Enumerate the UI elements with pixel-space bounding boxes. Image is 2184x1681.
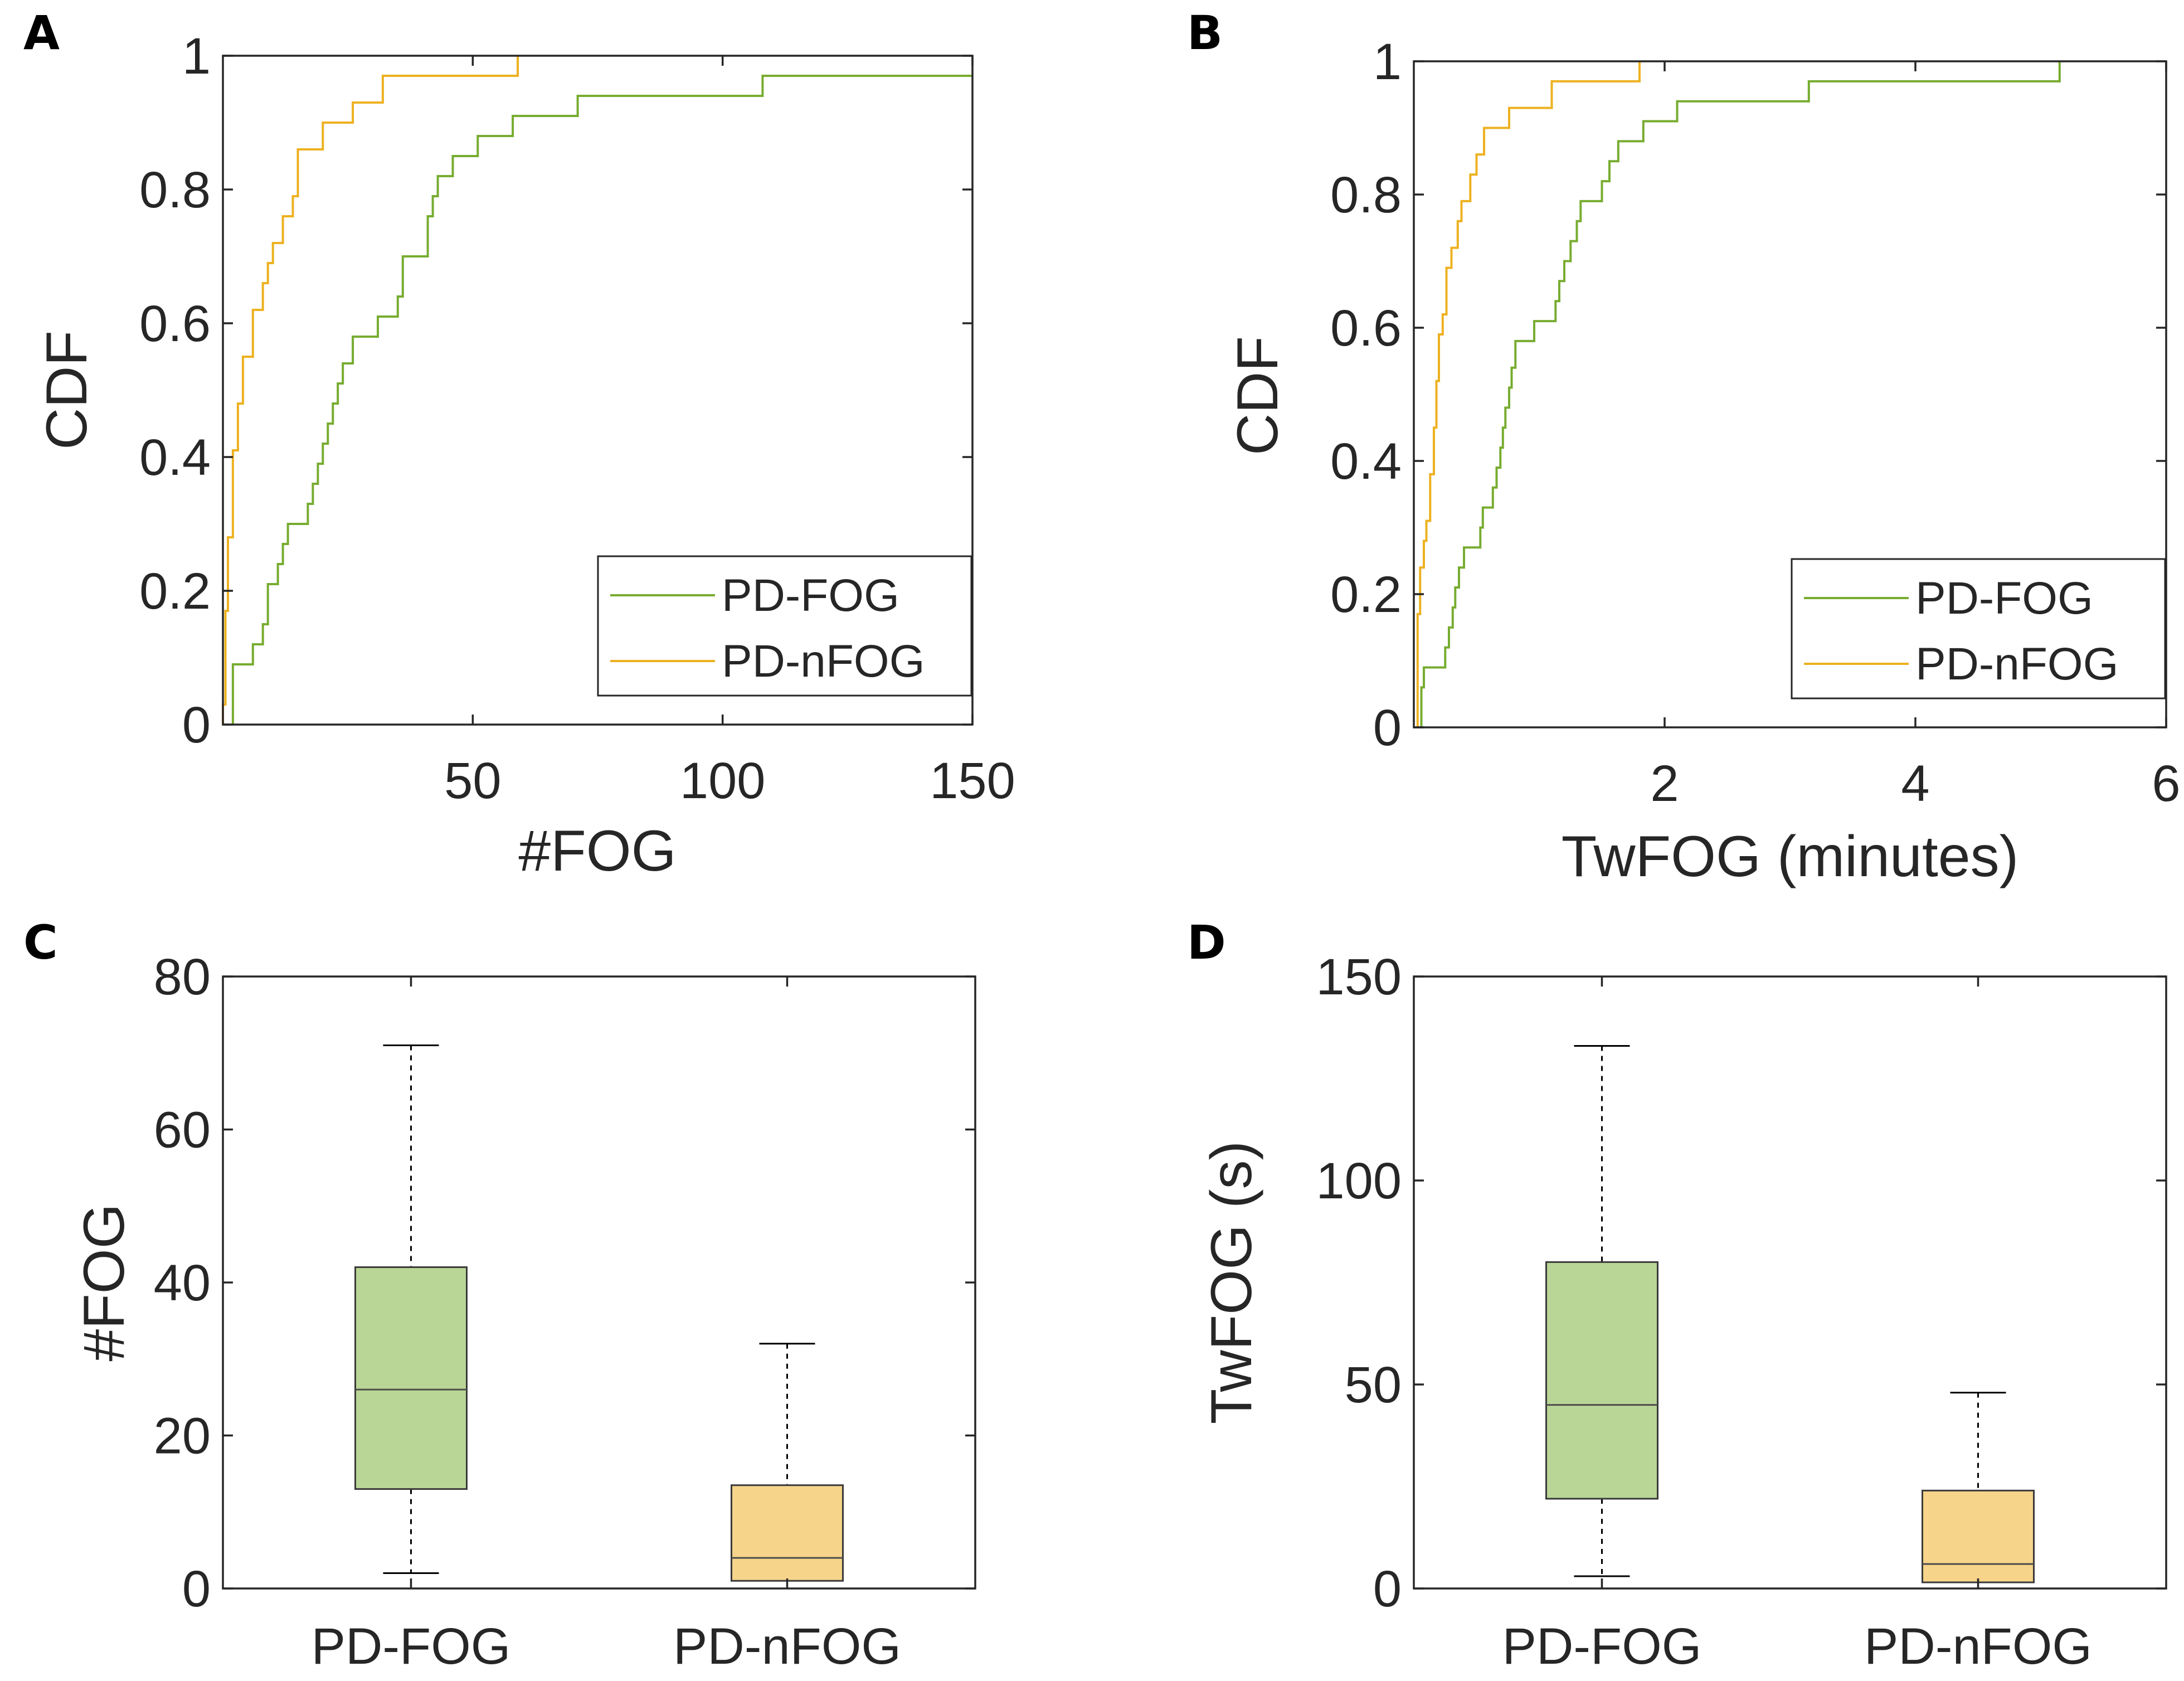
panel-c-ytick-label: 20 [154, 1408, 211, 1465]
panel-b-xtick-label: 6 [2152, 755, 2180, 812]
panel-d-ytick-label: 50 [1345, 1357, 1402, 1413]
panel-a-xtick-label: 50 [444, 752, 501, 809]
panel-c-ytick-label: 40 [154, 1255, 211, 1311]
panel-b-legend-box [1791, 558, 2166, 699]
panel-b-ytick-label: 0.6 [1330, 300, 1402, 357]
panel-d-axes-frame [1413, 975, 2167, 1590]
panel-b-ytick-label: 0.8 [1330, 167, 1402, 224]
panel-c-boxplot-fog-count: C PD-FOG PD-nFOG 0 20 40 60 80 #FOG [23, 915, 976, 1675]
panel-d-box-pd-fog-iqr-box [1545, 1261, 1658, 1500]
panel-b-ytick-label: 0.4 [1330, 433, 1402, 490]
panel-a-legend: PD-FOG PD-nFOG [597, 555, 972, 697]
panel-a-ytick-label: 1 [182, 28, 211, 85]
panel-d-boxplot-fog-time: D PD-FOG PD-nFOG 0 50 100 150 TwFOG (s) [1187, 915, 2167, 1675]
panel-b-legend-entry: PD-FOG [1915, 573, 2093, 624]
panel-c-axes-frame [222, 975, 976, 1590]
panel-a-ytick-label: 0.4 [139, 429, 211, 486]
panel-b-ytick-label: 0 [1373, 699, 1402, 756]
panel-d-ytick-label: 100 [1316, 1153, 1402, 1209]
panel-a-y-axis-title: CDF [35, 331, 99, 450]
panel-b-cdf-fog-time: B 2 4 6 TwFOG (minutes) 0 0.2 0.4 0.6 0.8 1 CDF PD-F… [1187, 6, 2181, 889]
panel-b-ytick-label: 1 [1373, 33, 1402, 90]
panel-c-box-pd-fog [354, 1044, 468, 1575]
panel-b-xtick-label: 2 [1650, 755, 1679, 812]
panel-a-legend-entry: PD-FOG [722, 570, 899, 621]
panel-a-ytick-label: 0.6 [139, 295, 211, 352]
panel-a-legend-box [597, 555, 972, 697]
panel-d-box-pd-nfog-iqr-box [1922, 1489, 2035, 1583]
panel-d-category-label: PD-nFOG [1864, 1618, 2092, 1675]
panel-b-axes-frame [1413, 60, 2167, 728]
panel-d-panel-letter: D [1187, 915, 1226, 970]
panel-d-y-axis-title: TwFOG (s) [1199, 1141, 1264, 1424]
panel-d-box-pd-nfog [1922, 1392, 2035, 1590]
panel-a-axes-frame [222, 55, 974, 726]
panel-c-panel-letter: C [23, 915, 58, 970]
panel-d-ytick-label: 0 [1373, 1561, 1402, 1617]
panel-a-xtick-label: 100 [680, 752, 766, 809]
panel-b-y-axis-title: CDF [1225, 336, 1290, 455]
panel-c-category-label: PD-FOG [312, 1618, 511, 1675]
panel-a-cdf-fog-count: A 50 100 150 #FOG 0 0.2 0.4 0.6 0.8 1 CDF PD-FOG PD-n… [23, 6, 1015, 883]
panel-c-box-pd-nfog [731, 1343, 844, 1590]
panel-d-box-pd-fog [1545, 1044, 1658, 1577]
panel-b-legend-entry: PD-nFOG [1915, 639, 2118, 689]
panel-d-ytick-label: 150 [1316, 949, 1402, 1005]
panel-a-series-pd-fog-line [231, 75, 972, 725]
panel-a-series-pd-nfog-line [222, 56, 519, 725]
panel-b-panel-letter: B [1187, 6, 1223, 60]
panel-a-x-axis-title: #FOG [518, 819, 676, 883]
panel-c-box-pd-nfog-iqr-box [731, 1484, 844, 1582]
panel-b-xtick-label: 4 [1901, 755, 1929, 812]
panel-a-panel-letter: A [23, 6, 60, 60]
panel-b-series-pd-nfog-line [1416, 61, 1641, 727]
panel-a-ytick-label: 0.8 [139, 162, 211, 218]
panel-a-xtick-label: 150 [930, 752, 1015, 809]
panel-c-box-pd-fog-iqr-box [354, 1266, 468, 1490]
panel-a-ytick-label: 0.2 [139, 563, 211, 620]
panel-c-ytick-label: 80 [154, 949, 211, 1005]
panel-b-x-axis-title: TwFOG (minutes) [1562, 824, 2019, 889]
panel-b-legend: PD-FOG PD-nFOG [1791, 558, 2166, 699]
panel-c-ytick-label: 0 [182, 1561, 211, 1617]
panel-c-category-label: PD-nFOG [673, 1618, 901, 1675]
panel-a-ytick-label: 0 [182, 697, 211, 754]
panel-c-ytick-label: 60 [154, 1102, 211, 1159]
panel-d-category-label: PD-FOG [1502, 1618, 1702, 1675]
panel-b-ytick-label: 0.2 [1330, 566, 1402, 623]
panel-c-y-axis-title: #FOG [72, 1203, 137, 1361]
panel-b-series-pd-fog-line [1420, 61, 2061, 727]
panel-a-legend-entry: PD-nFOG [722, 636, 925, 687]
